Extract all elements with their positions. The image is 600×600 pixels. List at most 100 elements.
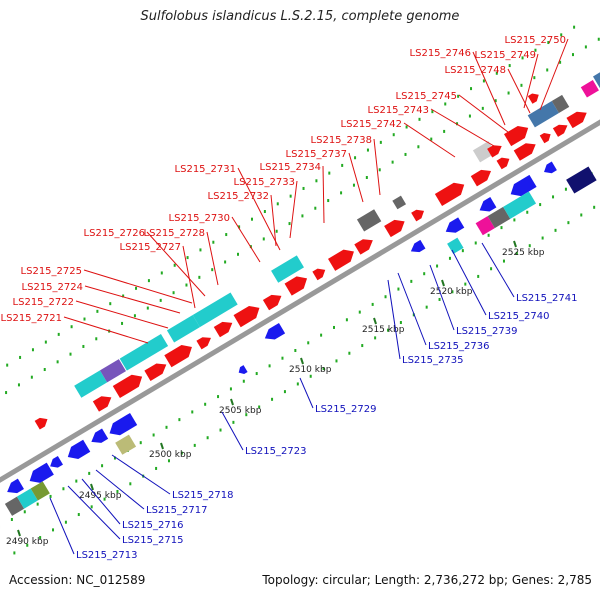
forward-gene — [503, 125, 529, 147]
tick-mark — [365, 175, 368, 179]
tick-mark — [229, 387, 232, 391]
tick-mark — [36, 502, 39, 506]
forward-gene-body — [384, 219, 405, 238]
tick-mark — [341, 163, 344, 167]
gene-label: LS215_2739 — [456, 326, 517, 337]
tick-mark — [520, 83, 523, 87]
reverse-gene — [50, 455, 63, 468]
label-connector — [182, 245, 196, 309]
forward-feature-body — [166, 315, 200, 343]
tick-mark — [374, 336, 377, 340]
tick-mark — [379, 140, 382, 144]
tick-mark — [470, 87, 473, 91]
tick-mark — [500, 226, 503, 230]
tick-mark — [49, 494, 52, 498]
tick-mark — [139, 441, 142, 445]
reverse-gene — [510, 174, 537, 197]
reverse-feature — [4, 496, 25, 516]
label-connector — [84, 285, 181, 314]
tick-mark — [571, 53, 574, 57]
tick-mark — [191, 410, 194, 414]
gene-label: LS215_2724 — [22, 282, 83, 293]
forward-feature-body — [119, 333, 169, 371]
forward-feature — [592, 67, 600, 89]
forward-gene — [487, 145, 502, 158]
label-connector — [539, 38, 569, 111]
tick-mark — [567, 221, 570, 225]
forward-gene-body — [503, 125, 529, 147]
map-title: Sulfolobus islandicus L.S.2.15, complete… — [140, 9, 460, 24]
tick-mark — [345, 318, 348, 322]
reverse-gene — [410, 239, 426, 253]
tick-mark — [232, 420, 235, 424]
forward-gene — [434, 182, 465, 207]
label-connector — [451, 249, 487, 316]
forward-gene — [92, 396, 112, 412]
tick-mark — [288, 222, 291, 226]
tick-mark — [23, 510, 26, 514]
tick-mark — [448, 256, 451, 260]
scale-major-tick — [373, 317, 377, 325]
reverse-gene — [544, 161, 557, 174]
tick-mark — [352, 183, 355, 187]
label-connector — [403, 122, 456, 158]
forward-feature — [392, 195, 407, 210]
gene-label: LS215_2726 — [84, 228, 145, 239]
tick-mark — [559, 60, 562, 64]
tick-mark — [152, 433, 155, 437]
tick-mark — [121, 321, 124, 325]
forward-gene-body — [552, 124, 568, 137]
tick-mark — [546, 68, 549, 72]
reverse-gene — [238, 365, 248, 375]
tick-mark — [431, 110, 434, 114]
tick-mark — [335, 359, 338, 363]
reverse-feature-body — [447, 237, 464, 255]
reverse-gene-body — [50, 455, 63, 468]
label-connector — [458, 94, 509, 133]
reverse-feature — [115, 434, 137, 455]
scale-label: 2515 kbp — [362, 325, 405, 335]
reverse-gene-body — [91, 428, 109, 443]
tick-mark — [494, 99, 497, 103]
forward-gene-body — [434, 182, 465, 207]
tick-mark — [296, 382, 299, 386]
tick-mark — [461, 249, 464, 253]
tick-mark — [242, 379, 245, 383]
gene-label: LS215_2740 — [488, 311, 549, 322]
tick-mark — [185, 283, 188, 287]
tick-mark — [271, 397, 274, 401]
tick-mark — [180, 451, 183, 455]
gene-label: LS215_2721 — [1, 313, 62, 324]
forward-gene — [233, 305, 260, 328]
forward-gene-body — [262, 294, 282, 311]
scale-label: 2505 kbp — [219, 406, 262, 416]
tick-mark — [82, 344, 85, 348]
tick-mark — [238, 225, 241, 229]
gene-label: LS215_2738 — [311, 135, 372, 146]
tick-mark — [113, 456, 116, 460]
tick-mark — [30, 375, 33, 379]
label-connector — [481, 242, 515, 298]
forward-gene-body — [312, 268, 326, 281]
scale-label: 2510 kbp — [289, 365, 332, 375]
reverse-gene — [7, 478, 24, 494]
tick-mark — [513, 218, 516, 222]
reverse-feature-body — [503, 191, 537, 219]
gene-label: LS215_2746 — [410, 48, 471, 59]
tick-mark — [57, 332, 60, 336]
tick-mark — [294, 349, 297, 353]
scale-major-tick — [160, 442, 164, 450]
tick-mark — [481, 106, 484, 110]
forward-feature-body — [472, 141, 496, 163]
tick-mark — [371, 302, 374, 306]
forward-gene — [384, 219, 405, 238]
label-connector — [472, 51, 506, 126]
tick-mark — [212, 240, 215, 244]
tick-mark — [508, 64, 511, 68]
tick-mark — [289, 194, 292, 198]
tick-mark — [507, 91, 510, 95]
tick-mark — [39, 536, 42, 540]
gene-label: LS215_2722 — [13, 297, 74, 308]
tick-mark — [314, 206, 317, 210]
tick-mark — [477, 274, 480, 278]
